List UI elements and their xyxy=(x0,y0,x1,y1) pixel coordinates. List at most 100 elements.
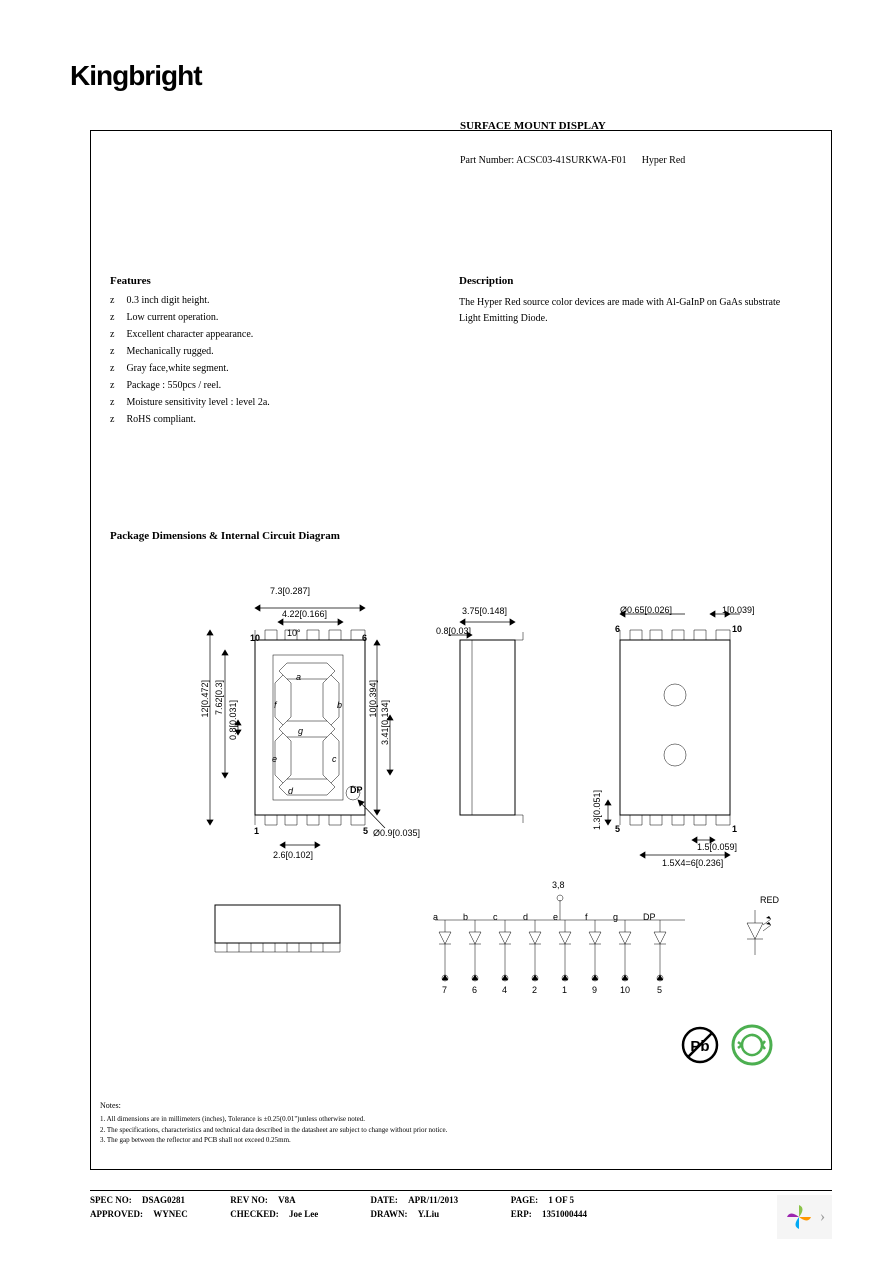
dim-dp: Ø0.9[0.035] xyxy=(373,828,420,838)
bottom-strip-svg xyxy=(210,900,350,960)
dim-1-5x4: 1.5X4=6[0.236] xyxy=(662,858,723,868)
feature-item: Moisture sensitivity level : level 2a. xyxy=(110,397,455,408)
description-column: Description The Hyper Red source color d… xyxy=(459,275,789,327)
led-label: RED xyxy=(760,895,779,905)
circuit-svg xyxy=(420,890,710,1000)
dim-3-41: 3.41[0.134] xyxy=(380,700,390,745)
side-view-svg xyxy=(430,610,540,840)
approved-label: APPROVED: xyxy=(90,1209,143,1219)
notes-block: Notes: 1. All dimensions are in millimet… xyxy=(100,1100,447,1146)
dim-0-8: 0.8[0.031] xyxy=(228,700,238,740)
circuit-pin-5: 5 xyxy=(657,985,662,995)
description-text: The Hyper Red source color devices are m… xyxy=(459,295,789,327)
pin-1-label: 1 xyxy=(254,826,259,836)
circuit-pin-2: 2 xyxy=(532,985,537,995)
pin-6-label: 6 xyxy=(362,633,367,643)
circuit-seg-d: d xyxy=(523,912,528,922)
erp-value: 1351000444 xyxy=(542,1209,587,1219)
back-view-svg xyxy=(580,600,780,870)
circuit-seg-g: g xyxy=(613,912,618,922)
dim-12: 12[0.472] xyxy=(200,680,210,718)
pb-free-icon: Pb xyxy=(680,1025,720,1065)
dim-angle: 10° xyxy=(287,628,301,638)
note-line: 3. The gap between the reflector and PCB… xyxy=(100,1135,447,1146)
circuit-pin-1: 1 xyxy=(562,985,567,995)
package-diagram: 7.3[0.287] 4.22[0.166] 10° 12[0.472] 7.6… xyxy=(110,570,810,1080)
drawn-value: Y.Liu xyxy=(418,1209,439,1219)
note-line: 1. All dimensions are in millimeters (in… xyxy=(100,1114,447,1125)
spec-value: DSAG0281 xyxy=(142,1195,185,1205)
dim-7-3: 7.3[0.287] xyxy=(270,586,310,596)
circuit-seg-a: a xyxy=(433,912,438,922)
circuit-seg-dp: DP xyxy=(643,912,656,922)
pin-10-label: 10 xyxy=(250,633,260,643)
circuit-seg-f: f xyxy=(585,912,588,922)
circuit-pin-6: 6 xyxy=(472,985,477,995)
led-symbol-svg xyxy=(730,895,780,975)
seg-b: b xyxy=(337,700,342,710)
seg-dp: DP xyxy=(350,785,363,795)
dim-3-75: 3.75[0.148] xyxy=(462,606,507,616)
seg-d: d xyxy=(288,786,293,796)
back-pin-1: 1 xyxy=(732,824,737,834)
dim-1-5: 1.5[0.059] xyxy=(697,842,737,852)
seg-e: e xyxy=(272,754,277,764)
seg-f: f xyxy=(274,700,277,710)
front-view-svg xyxy=(150,590,405,860)
feature-item: 0.3 inch digit height. xyxy=(110,295,455,306)
feature-item: Mechanically rugged. xyxy=(110,346,455,357)
circuit-pin-9: 9 xyxy=(592,985,597,995)
page-label: PAGE: xyxy=(511,1195,538,1205)
page-value: 1 OF 5 xyxy=(548,1195,574,1205)
feature-item: Excellent character appearance. xyxy=(110,329,455,340)
circuit-pin-7: 7 xyxy=(442,985,447,995)
feature-item: Gray face,white segment. xyxy=(110,363,455,374)
erp-label: ERP: xyxy=(511,1209,532,1219)
approved-value: WYNEC xyxy=(153,1209,188,1219)
back-pin-5: 5 xyxy=(615,824,620,834)
brand-logo: Kingbright xyxy=(70,60,822,92)
checked-label: CHECKED: xyxy=(230,1209,279,1219)
dim-1-3: 1.3[0.051] xyxy=(592,790,602,830)
dim-0-65: Ø0.65[0.026] xyxy=(620,605,672,615)
chevron-right-icon: › xyxy=(820,1208,825,1226)
dim-back-1: 1[0.039] xyxy=(722,605,755,615)
date-label: DATE: xyxy=(371,1195,398,1205)
document-title: SURFACE MOUNT DISPLAY xyxy=(460,120,606,132)
circuit-seg-b: b xyxy=(463,912,468,922)
rev-value: V8A xyxy=(278,1195,296,1205)
description-heading: Description xyxy=(459,275,789,287)
rev-label: REV NO: xyxy=(230,1195,268,1205)
seg-c: c xyxy=(332,754,337,764)
footer-block: SPEC NO: DSAG0281 REV NO: V8A DATE: APR/… xyxy=(70,1190,832,1219)
rohs-icon xyxy=(730,1023,774,1067)
corner-badge[interactable]: › xyxy=(777,1195,832,1239)
circuit-common: 3,8 xyxy=(552,880,565,890)
color-name: Hyper Red xyxy=(642,155,686,166)
pin-5-label: 5 xyxy=(363,826,368,836)
note-line: 2. The specifications, characteristics a… xyxy=(100,1125,447,1136)
feature-item: Package : 550pcs / reel. xyxy=(110,380,455,391)
date-value: APR/11/2013 xyxy=(408,1195,458,1205)
part-number-value: ACSC03-41SURKWA-F01 xyxy=(516,155,627,166)
checked-value: Joe Lee xyxy=(289,1209,318,1219)
dim-7-62: 7.62[0.3] xyxy=(214,680,224,715)
dim-10: 10[0.394] xyxy=(368,680,378,718)
part-number-label: Part Number: xyxy=(460,155,514,166)
features-list: 0.3 inch digit height. Low current opera… xyxy=(110,295,455,425)
circuit-seg-c: c xyxy=(493,912,498,922)
back-pin-10: 10 xyxy=(732,624,742,634)
circuit-pin-4: 4 xyxy=(502,985,507,995)
part-number-row: Part Number: ACSC03-41SURKWA-F01 Hyper R… xyxy=(460,155,685,166)
spec-label: SPEC NO: xyxy=(90,1195,132,1205)
feature-item: Low current operation. xyxy=(110,312,455,323)
pinwheel-icon xyxy=(784,1202,814,1232)
dim-2-6: 2.6[0.102] xyxy=(273,850,313,860)
features-column: Features 0.3 inch digit height. Low curr… xyxy=(110,275,455,431)
dim-4-22: 4.22[0.166] xyxy=(282,609,327,619)
drawn-label: DRAWN: xyxy=(371,1209,408,1219)
circuit-pin-10: 10 xyxy=(620,985,630,995)
diagram-heading: Package Dimensions & Internal Circuit Di… xyxy=(110,530,340,542)
feature-item: RoHS compliant. xyxy=(110,414,455,425)
notes-heading: Notes: xyxy=(100,1100,447,1112)
